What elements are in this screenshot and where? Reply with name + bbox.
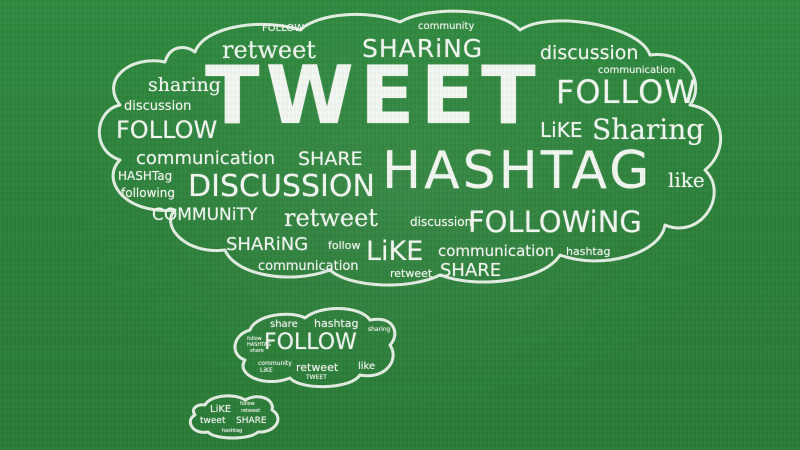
word-community-top: community [418,21,475,32]
word-discussion-mid: discussion [410,215,473,229]
mid-cloud-outline [233,307,397,389]
mid-word-follow-big: FOLLOW [264,330,357,355]
small-word-follow: follow [240,401,255,407]
word-community-big: COMMUNiTY [152,205,258,225]
word-like-right: LiKE [540,118,583,142]
word-discussion-left: discussion [124,99,192,114]
mid-word-community: community [258,360,292,367]
word-hashtag-big: HASHTAG [382,141,653,201]
word-share-bottom: SHARE [440,260,502,281]
mid-word-hashtag-small: HASHTAG [247,342,271,348]
word-follow-left: FOLLOW [116,116,218,144]
mid-word-share-small: share [250,348,264,354]
word-retweet-mid: retweet [284,204,378,232]
word-following-small: following [121,186,175,200]
small-word-hashtag: hashtag [222,428,243,434]
word-communication-bottom: communication [258,259,359,274]
mid-word-like-small: LiKE [260,367,273,374]
word-sharing-left: sharing [148,74,221,96]
word-sharing-right: Sharing [592,113,705,146]
word-like-big: LiKE [366,236,424,267]
mid-word-sharing: sharing [368,326,391,333]
word-retweet-bottom: retweet [390,267,433,280]
word-hashtag-small-right: hashtag [566,245,611,258]
word-following: FOLLOWiNG [468,205,642,239]
word-communication-right: communication [598,65,676,76]
mid-word-like: like [358,361,376,372]
word-communication-left: communication [136,148,276,169]
small-word-retweet: retweet [241,408,261,414]
small-word-like: LiKE [210,404,232,415]
word-follow-small-top: FOLLOW [262,23,305,34]
small-word-share: SHARE [236,416,267,426]
word-discussion-right: discussion [540,42,639,64]
word-follow-small-mid: follow [328,239,361,252]
word-retweet-top: retweet [222,36,316,64]
word-share-left: SHARE [298,148,363,170]
small-cloud-outline [189,394,280,440]
small-word-tweet: tweet [200,416,226,426]
big-cloud-outline [97,9,722,287]
word-discussion-big: DISCUSSION [188,169,375,204]
word-hashtag-small-left: HASHTag [118,169,173,183]
word-sharing-bottom: SHARiNG [226,234,309,255]
word-communication-mid: communication [438,242,555,260]
mid-word-tweet: TWEET [306,374,327,381]
mid-word-retweet: retweet [296,361,339,374]
word-like-far-right: like [668,168,705,192]
mid-word-hashtag: hashtag [314,317,359,330]
mid-word-share: share [270,319,298,330]
word-follow-top: FOLLOW [556,73,697,111]
mid-word-follow-small: follow [247,336,262,342]
word-tweet: TWEET [205,49,542,142]
word-sharing-top: SHARiNG [362,34,484,63]
